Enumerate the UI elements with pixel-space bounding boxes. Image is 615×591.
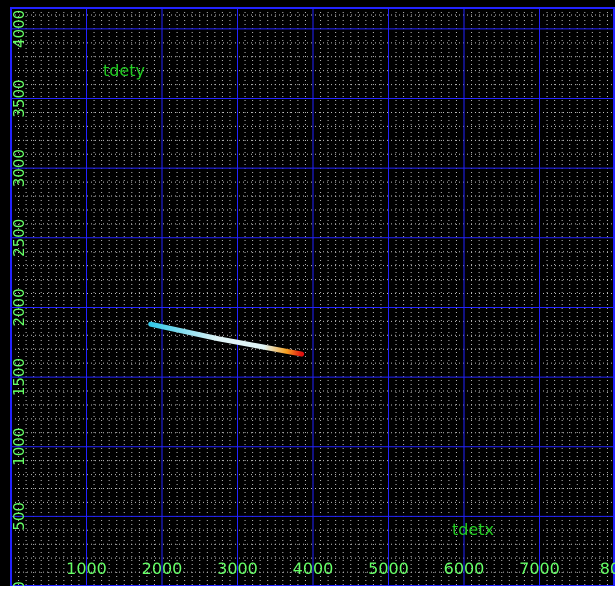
y-tick-label: 1000: [10, 428, 28, 466]
data-marks: [148, 321, 305, 357]
x-tick-label: 7000: [519, 559, 560, 578]
track-line: [148, 321, 305, 357]
y-tick-label: 0: [10, 581, 28, 586]
y-tick-label: 3500: [10, 79, 28, 117]
x-tick-label: 4000: [293, 559, 334, 578]
y-tick-label: 3000: [10, 149, 28, 187]
y-tick-label: 1500: [10, 358, 28, 396]
y-tick-label: 4000: [10, 10, 28, 48]
data-point: [239, 340, 244, 345]
y-tick-label: 2000: [10, 288, 28, 326]
data-point: [284, 349, 289, 354]
x-tick-label: 2000: [142, 559, 183, 578]
data-point: [216, 336, 221, 341]
y-tick-label: 2500: [10, 219, 28, 257]
x-tick-label: 5000: [368, 559, 409, 578]
minor-grid: [11, 8, 615, 586]
y-tick-label: 500: [10, 502, 28, 531]
x-tick-label: 6000: [444, 559, 485, 578]
major-grid: [11, 8, 615, 587]
x-tick-labels: 1000 2000 3000 4000 5000 6000 7000 800: [66, 559, 615, 578]
x-tick-label: 1000: [66, 559, 107, 578]
data-point: [148, 322, 153, 327]
data-point: [299, 352, 304, 357]
data-point: [261, 345, 266, 350]
data-point: [171, 327, 176, 332]
x-tick-label: 3000: [217, 559, 258, 578]
x-tick-label: 800: [600, 559, 615, 578]
y-axis-label: tdety: [103, 61, 145, 80]
x-axis-label: tdetx: [452, 520, 494, 539]
y-tick-labels: 0 500 1000 1500 2000 2500 3000 3500 4000: [10, 10, 28, 591]
data-point: [193, 331, 198, 336]
